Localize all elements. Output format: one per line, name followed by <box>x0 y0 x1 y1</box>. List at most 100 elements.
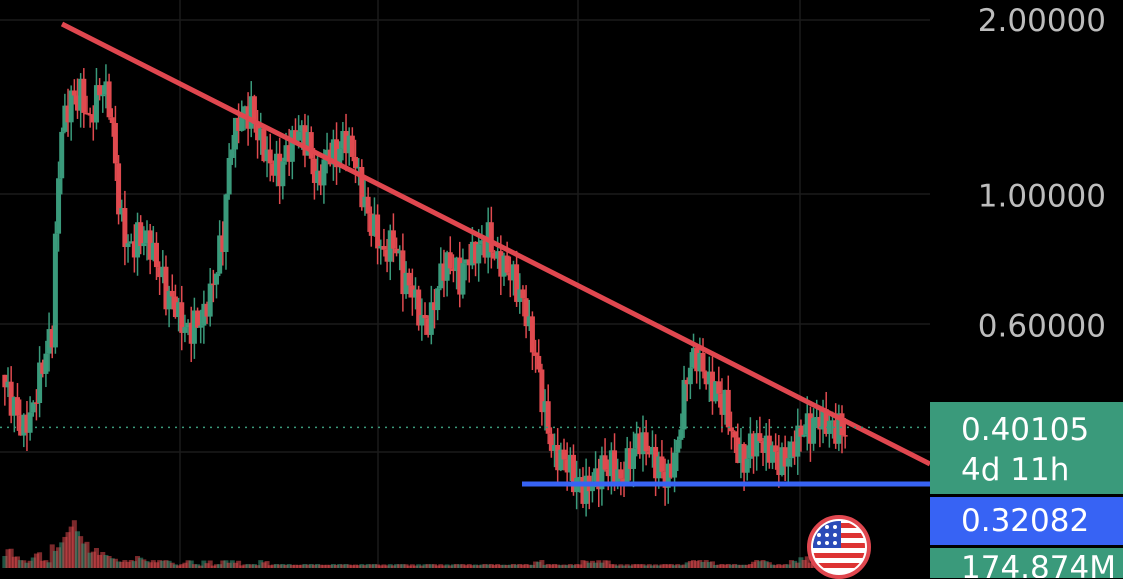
candle-up <box>785 441 791 484</box>
candle-up <box>378 239 384 265</box>
candle-body <box>356 166 362 169</box>
candle-down <box>343 113 349 172</box>
candle-body <box>315 170 321 183</box>
volume-bar <box>346 564 352 568</box>
candle-up <box>214 272 219 299</box>
volume-bar <box>390 565 396 568</box>
candle-up <box>770 441 775 470</box>
candle-body <box>5 381 11 388</box>
candle-body <box>830 420 836 422</box>
candle-up <box>43 340 49 388</box>
volume-bar <box>457 564 463 568</box>
candle-body <box>157 267 163 278</box>
candle-body <box>340 131 346 149</box>
candle-down <box>700 338 706 379</box>
candle-up <box>5 367 11 398</box>
candle-body <box>469 241 475 266</box>
candle-body <box>248 96 254 129</box>
candle-body <box>741 444 747 473</box>
volume-bar <box>283 564 289 568</box>
volume-bar <box>444 564 450 568</box>
candle-up <box>706 356 712 402</box>
candle-body <box>763 435 769 453</box>
candle-body <box>251 96 257 124</box>
candle-down <box>270 160 276 183</box>
candle-down <box>75 78 80 119</box>
candle-up <box>811 408 817 451</box>
candle-body <box>545 401 551 434</box>
candle-up <box>836 404 842 451</box>
volume-bar <box>103 554 109 568</box>
candle-down <box>157 261 163 296</box>
volume-bar <box>261 562 267 568</box>
candle-body <box>220 235 226 252</box>
candle-body <box>37 362 43 404</box>
candle-body <box>346 135 352 154</box>
candle-body <box>517 289 523 302</box>
candle-body <box>321 159 327 186</box>
volume-bar <box>596 560 602 568</box>
candle-body <box>97 85 103 96</box>
volume-bar <box>267 565 273 568</box>
candle-body <box>362 196 368 208</box>
candle-up <box>119 199 125 222</box>
candle-down <box>179 285 185 351</box>
candle-body <box>640 432 646 455</box>
candle-up <box>217 220 223 277</box>
candle-body <box>498 251 504 277</box>
volume-bar <box>773 565 779 568</box>
candle-up <box>226 143 232 200</box>
trendline[interactable] <box>60 21 932 467</box>
candle-body <box>725 389 731 428</box>
candle-body <box>283 145 289 162</box>
gridlines <box>0 0 930 568</box>
volume-bar <box>514 564 520 568</box>
candle-down <box>646 445 652 458</box>
volume-bar <box>280 564 286 568</box>
volume-bar <box>751 561 757 568</box>
candle-body <box>463 259 469 264</box>
candle-body <box>255 123 261 141</box>
volume-bar <box>627 565 633 568</box>
volume-bar <box>198 565 204 568</box>
volume-bar <box>362 565 368 568</box>
candle-down <box>514 250 520 307</box>
candle-down <box>2 374 8 406</box>
candle-down <box>384 239 390 273</box>
volume-bar <box>11 556 17 568</box>
volume-bar <box>580 560 586 568</box>
candle-up <box>687 352 693 400</box>
us-flag-icon[interactable] <box>807 515 871 579</box>
candle-body <box>713 381 719 402</box>
candle-body <box>201 303 207 326</box>
volume-bar <box>536 561 542 568</box>
volume-bar <box>460 564 466 568</box>
volume-bar <box>37 552 43 568</box>
candle-body <box>8 381 14 416</box>
volume-bar <box>548 564 554 568</box>
candle-body <box>558 449 564 471</box>
candle-body <box>757 433 763 442</box>
candle-body <box>488 222 494 253</box>
support-price-value: 0.32082 <box>961 503 1090 539</box>
volume-bar <box>662 564 668 568</box>
current-price-value: 0.40105 <box>961 412 1090 448</box>
volume-bar <box>242 564 248 568</box>
candle-up <box>713 380 719 404</box>
candle-down <box>112 105 118 181</box>
candle-body <box>416 289 422 326</box>
volume-bar <box>779 565 785 568</box>
candle-up <box>346 127 352 166</box>
candle-body <box>706 371 712 385</box>
candle-body <box>144 230 150 244</box>
candle-body <box>842 435 848 437</box>
candle-up <box>804 396 810 451</box>
candle-body <box>552 445 558 451</box>
volume-bar <box>2 556 8 568</box>
volume-bar <box>245 564 251 568</box>
volume-bar <box>422 564 428 568</box>
candle-body <box>700 352 706 372</box>
volume-bar <box>166 560 172 568</box>
candle-body <box>21 414 27 436</box>
